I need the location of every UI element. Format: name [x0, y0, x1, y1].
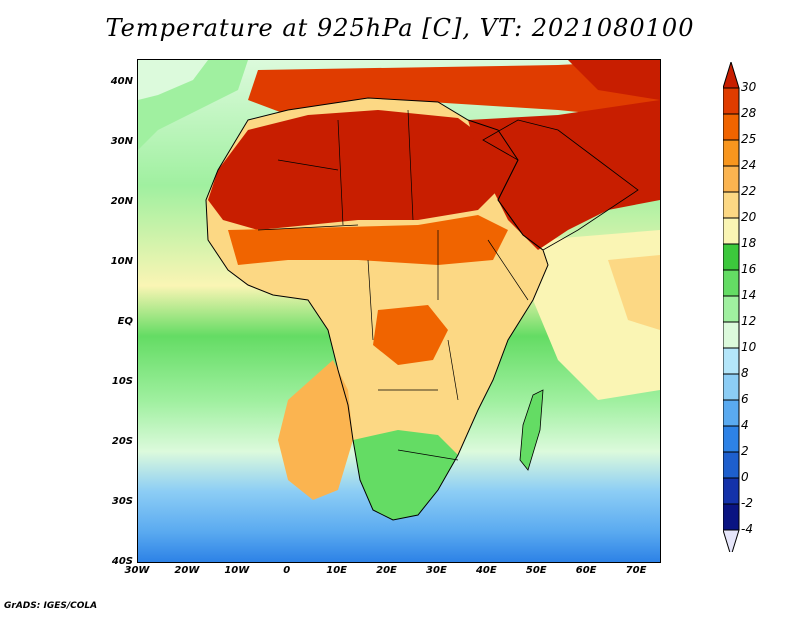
congo-warm-field: [373, 305, 448, 365]
legend-colorbar: [722, 60, 740, 558]
x-tick-label: 50E: [525, 565, 547, 576]
x-tick-label: 20W: [174, 565, 200, 576]
legend-level-label: 28: [741, 106, 757, 120]
legend-level-label: 18: [741, 236, 757, 250]
legend-level-label: -4: [741, 522, 753, 536]
angola-warm-field: [278, 360, 353, 500]
map-title: Temperature at 925hPa [C], VT: 202108010…: [105, 14, 695, 42]
iran-hot-field: [568, 60, 660, 100]
arabia-coastline: [482, 119, 639, 251]
y-tick-label: 40S: [111, 556, 133, 567]
legend-level-label: 2: [741, 444, 749, 458]
legend-color-box: [722, 269, 740, 297]
y-tick-label: 40N: [110, 76, 133, 87]
sahara-hot-field: [208, 110, 498, 230]
legend-color-box: [722, 295, 740, 323]
country-borders: [257, 109, 529, 461]
footer-credit: GrADS: IGES/COLA: [4, 601, 98, 611]
legend-color-box: [722, 60, 740, 89]
africa-coastline: [205, 97, 549, 521]
legend-level-label: 4: [741, 418, 749, 432]
x-tick-label: 40E: [475, 565, 497, 576]
legend-color-box: [722, 139, 740, 167]
legend-level-label: 12: [741, 314, 757, 328]
legend-color-box: [722, 373, 740, 401]
x-tick-label: 70E: [625, 565, 647, 576]
legend-color-box: [722, 113, 740, 141]
legend-color-box: [722, 165, 740, 193]
y-tick-label: 20N: [110, 196, 133, 207]
indian-ocean-warmer-field: [608, 255, 660, 330]
legend-level-label: 8: [741, 366, 749, 380]
legend-level-label: 10: [741, 340, 757, 354]
legend-level-label: 6: [741, 392, 749, 406]
y-tick-label: 10N: [110, 256, 133, 267]
x-tick-label: 20E: [376, 565, 397, 576]
x-tick-label: 30E: [426, 565, 447, 576]
temperature-map: [137, 59, 661, 563]
atlantic-cold-field: [138, 60, 208, 100]
y-tick-label: 30N: [110, 136, 133, 147]
legend-level-label: 14: [741, 288, 757, 302]
legend-level-label: 25: [741, 132, 757, 146]
map-canvas: [138, 60, 660, 562]
y-tick-label: 10S: [111, 376, 133, 387]
legend-color-box: [722, 347, 740, 375]
y-tick-label: 20S: [111, 436, 133, 447]
legend-level-label: 16: [741, 262, 757, 276]
legend-color-box: [722, 425, 740, 453]
color-legend: 30 28 25 24 22 20 18 16 14 12 10 8 6 4 2 0 -2 -4: [722, 60, 756, 558]
legend-level-label: 22: [741, 184, 757, 198]
legend-color-box: [722, 321, 740, 349]
legend-color-box: [722, 217, 740, 245]
legend-color-box: [722, 529, 740, 558]
legend-level-label: 30: [741, 80, 757, 94]
legend-color-box: [722, 477, 740, 505]
legend-color-box: [722, 243, 740, 271]
legend-level-label: 0: [741, 470, 749, 484]
legend-level-label: 24: [741, 158, 757, 172]
legend-color-box: [722, 191, 740, 219]
x-tick-label: 10W: [224, 565, 250, 576]
legend-level-label: -2: [741, 496, 753, 510]
legend-color-box: [722, 399, 740, 427]
x-tick-label: 60E: [575, 565, 597, 576]
madagascar: [519, 389, 544, 471]
legend-color-box: [722, 87, 740, 115]
y-tick-label: EQ: [117, 316, 133, 327]
legend-level-label: 20: [741, 210, 757, 224]
x-tick-label: 30W: [124, 565, 150, 576]
legend-color-box: [722, 503, 740, 531]
legend-color-box: [722, 451, 740, 479]
x-tick-label: 10E: [326, 565, 347, 576]
x-tick-label: 0: [283, 565, 291, 576]
arabia-hot-field: [468, 100, 660, 250]
y-tick-label: 30S: [111, 496, 133, 507]
